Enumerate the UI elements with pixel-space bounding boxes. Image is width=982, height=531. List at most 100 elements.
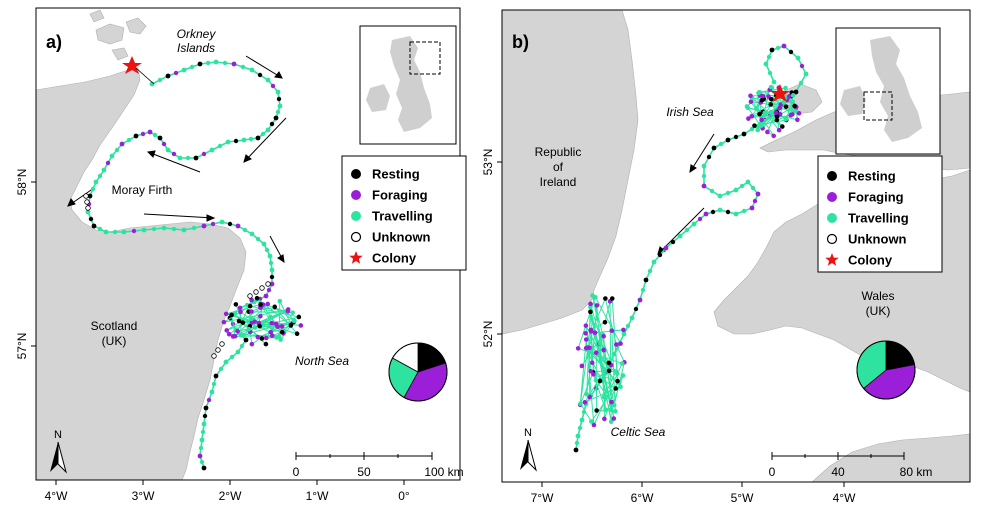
inset-map-b[interactable]: [835, 27, 941, 155]
track-point: [227, 221, 233, 227]
scale-label-a-2: 100 km: [424, 465, 463, 479]
track-point: [768, 102, 774, 107]
legend-item-foraging: Foraging: [827, 190, 904, 205]
track-point: [121, 229, 127, 235]
track-point: [161, 141, 167, 147]
track-point: [231, 61, 237, 67]
track-point: [219, 219, 225, 225]
track-point: [579, 417, 585, 423]
legend-marker-open: [350, 231, 362, 243]
place-label-scotland-1: Scotland: [91, 319, 138, 333]
track-point: [583, 323, 589, 328]
track-point: [611, 402, 617, 408]
track-point: [763, 61, 769, 67]
legend-item-resting: Resting: [827, 169, 896, 184]
track-point: [240, 320, 246, 325]
scale-bar-b: [771, 452, 905, 460]
track-point: [151, 226, 157, 232]
legend-item-travelling: Travelling: [351, 209, 433, 224]
track-point: [706, 154, 712, 160]
track-point: [775, 45, 781, 51]
track-point: [202, 413, 208, 419]
track-point: [258, 313, 263, 319]
track-point: [249, 341, 255, 347]
track-point: [264, 247, 270, 253]
track-point: [768, 84, 774, 90]
track-point: [597, 378, 603, 384]
track-point: [235, 223, 241, 229]
track-point: [788, 112, 794, 118]
track-point: [733, 134, 739, 140]
track-point: [258, 305, 263, 310]
place-label-ireland-3: Ireland: [540, 175, 577, 189]
track-point: [754, 106, 759, 111]
track-point: [618, 384, 623, 390]
track-point: [249, 316, 254, 322]
colony-star-a[interactable]: [122, 56, 142, 74]
track-point: [233, 138, 239, 144]
track-point: [201, 421, 207, 427]
track-point: [269, 274, 275, 280]
pie-outline: [388, 342, 448, 402]
track-point: [643, 277, 649, 283]
track-point: [795, 55, 801, 61]
track-point: [741, 131, 747, 137]
colony-star-b[interactable]: [770, 84, 790, 102]
track-point: [272, 304, 278, 310]
track-point: [593, 294, 598, 300]
track-point: [774, 117, 780, 123]
track-point: [583, 330, 588, 336]
place-label-wales-1: Wales: [862, 289, 895, 303]
track-point: [614, 371, 620, 376]
track-point: [756, 90, 761, 96]
track-point: [181, 67, 187, 73]
track-point: [591, 422, 597, 428]
map-a-svg[interactable]: Orkney Islands Moray Firth Scotland (UK)…: [0, 0, 476, 531]
track-point: [594, 303, 600, 308]
legend-label: Unknown: [848, 232, 907, 247]
place-label-wales-2: (UK): [866, 304, 891, 318]
scale-label-b-1: 40: [831, 465, 845, 479]
track-point: [270, 83, 276, 89]
track-point: [292, 318, 297, 324]
orkney-islands: [89, 9, 147, 61]
track-point: [181, 227, 187, 233]
track-point: [275, 109, 281, 115]
track-point: [248, 136, 254, 142]
track-point: [218, 366, 224, 372]
track-point: [222, 60, 228, 66]
track-point: [573, 447, 579, 453]
track-point: [255, 236, 261, 242]
track-point: [588, 309, 593, 315]
track-point: [191, 225, 197, 231]
track-point: [677, 233, 683, 239]
legend-item-unknown: Unknown: [350, 230, 431, 245]
track-point: [119, 141, 125, 147]
map-b-svg[interactable]: Irish Sea Republic of Ireland Wales (UK)…: [482, 0, 982, 531]
track-point: [112, 229, 118, 235]
track-point: [268, 314, 273, 320]
track-point: [206, 397, 212, 403]
track-point: [759, 97, 765, 103]
track-point: [618, 341, 623, 346]
inset-map-a[interactable]: [359, 25, 457, 145]
track-point: [587, 394, 592, 400]
track-point: [684, 227, 690, 233]
track-point: [710, 209, 716, 215]
lon-tick-b-3: 4°W: [833, 491, 856, 505]
track-point: [745, 105, 751, 111]
track-point: [582, 399, 588, 405]
track-point: [157, 77, 163, 83]
track-point: [87, 193, 93, 199]
track-point: [131, 228, 137, 234]
lon-tick-b-2: 5°W: [731, 491, 754, 505]
pie-chart-a[interactable]: [388, 342, 448, 402]
pie-chart-b[interactable]: [856, 340, 916, 400]
track-point: [588, 327, 594, 333]
track-point: [583, 337, 589, 342]
track-point: [749, 126, 755, 132]
track-point: [201, 223, 207, 229]
track-point: [766, 54, 772, 60]
track-point: [268, 260, 274, 266]
track-point: [748, 99, 754, 105]
